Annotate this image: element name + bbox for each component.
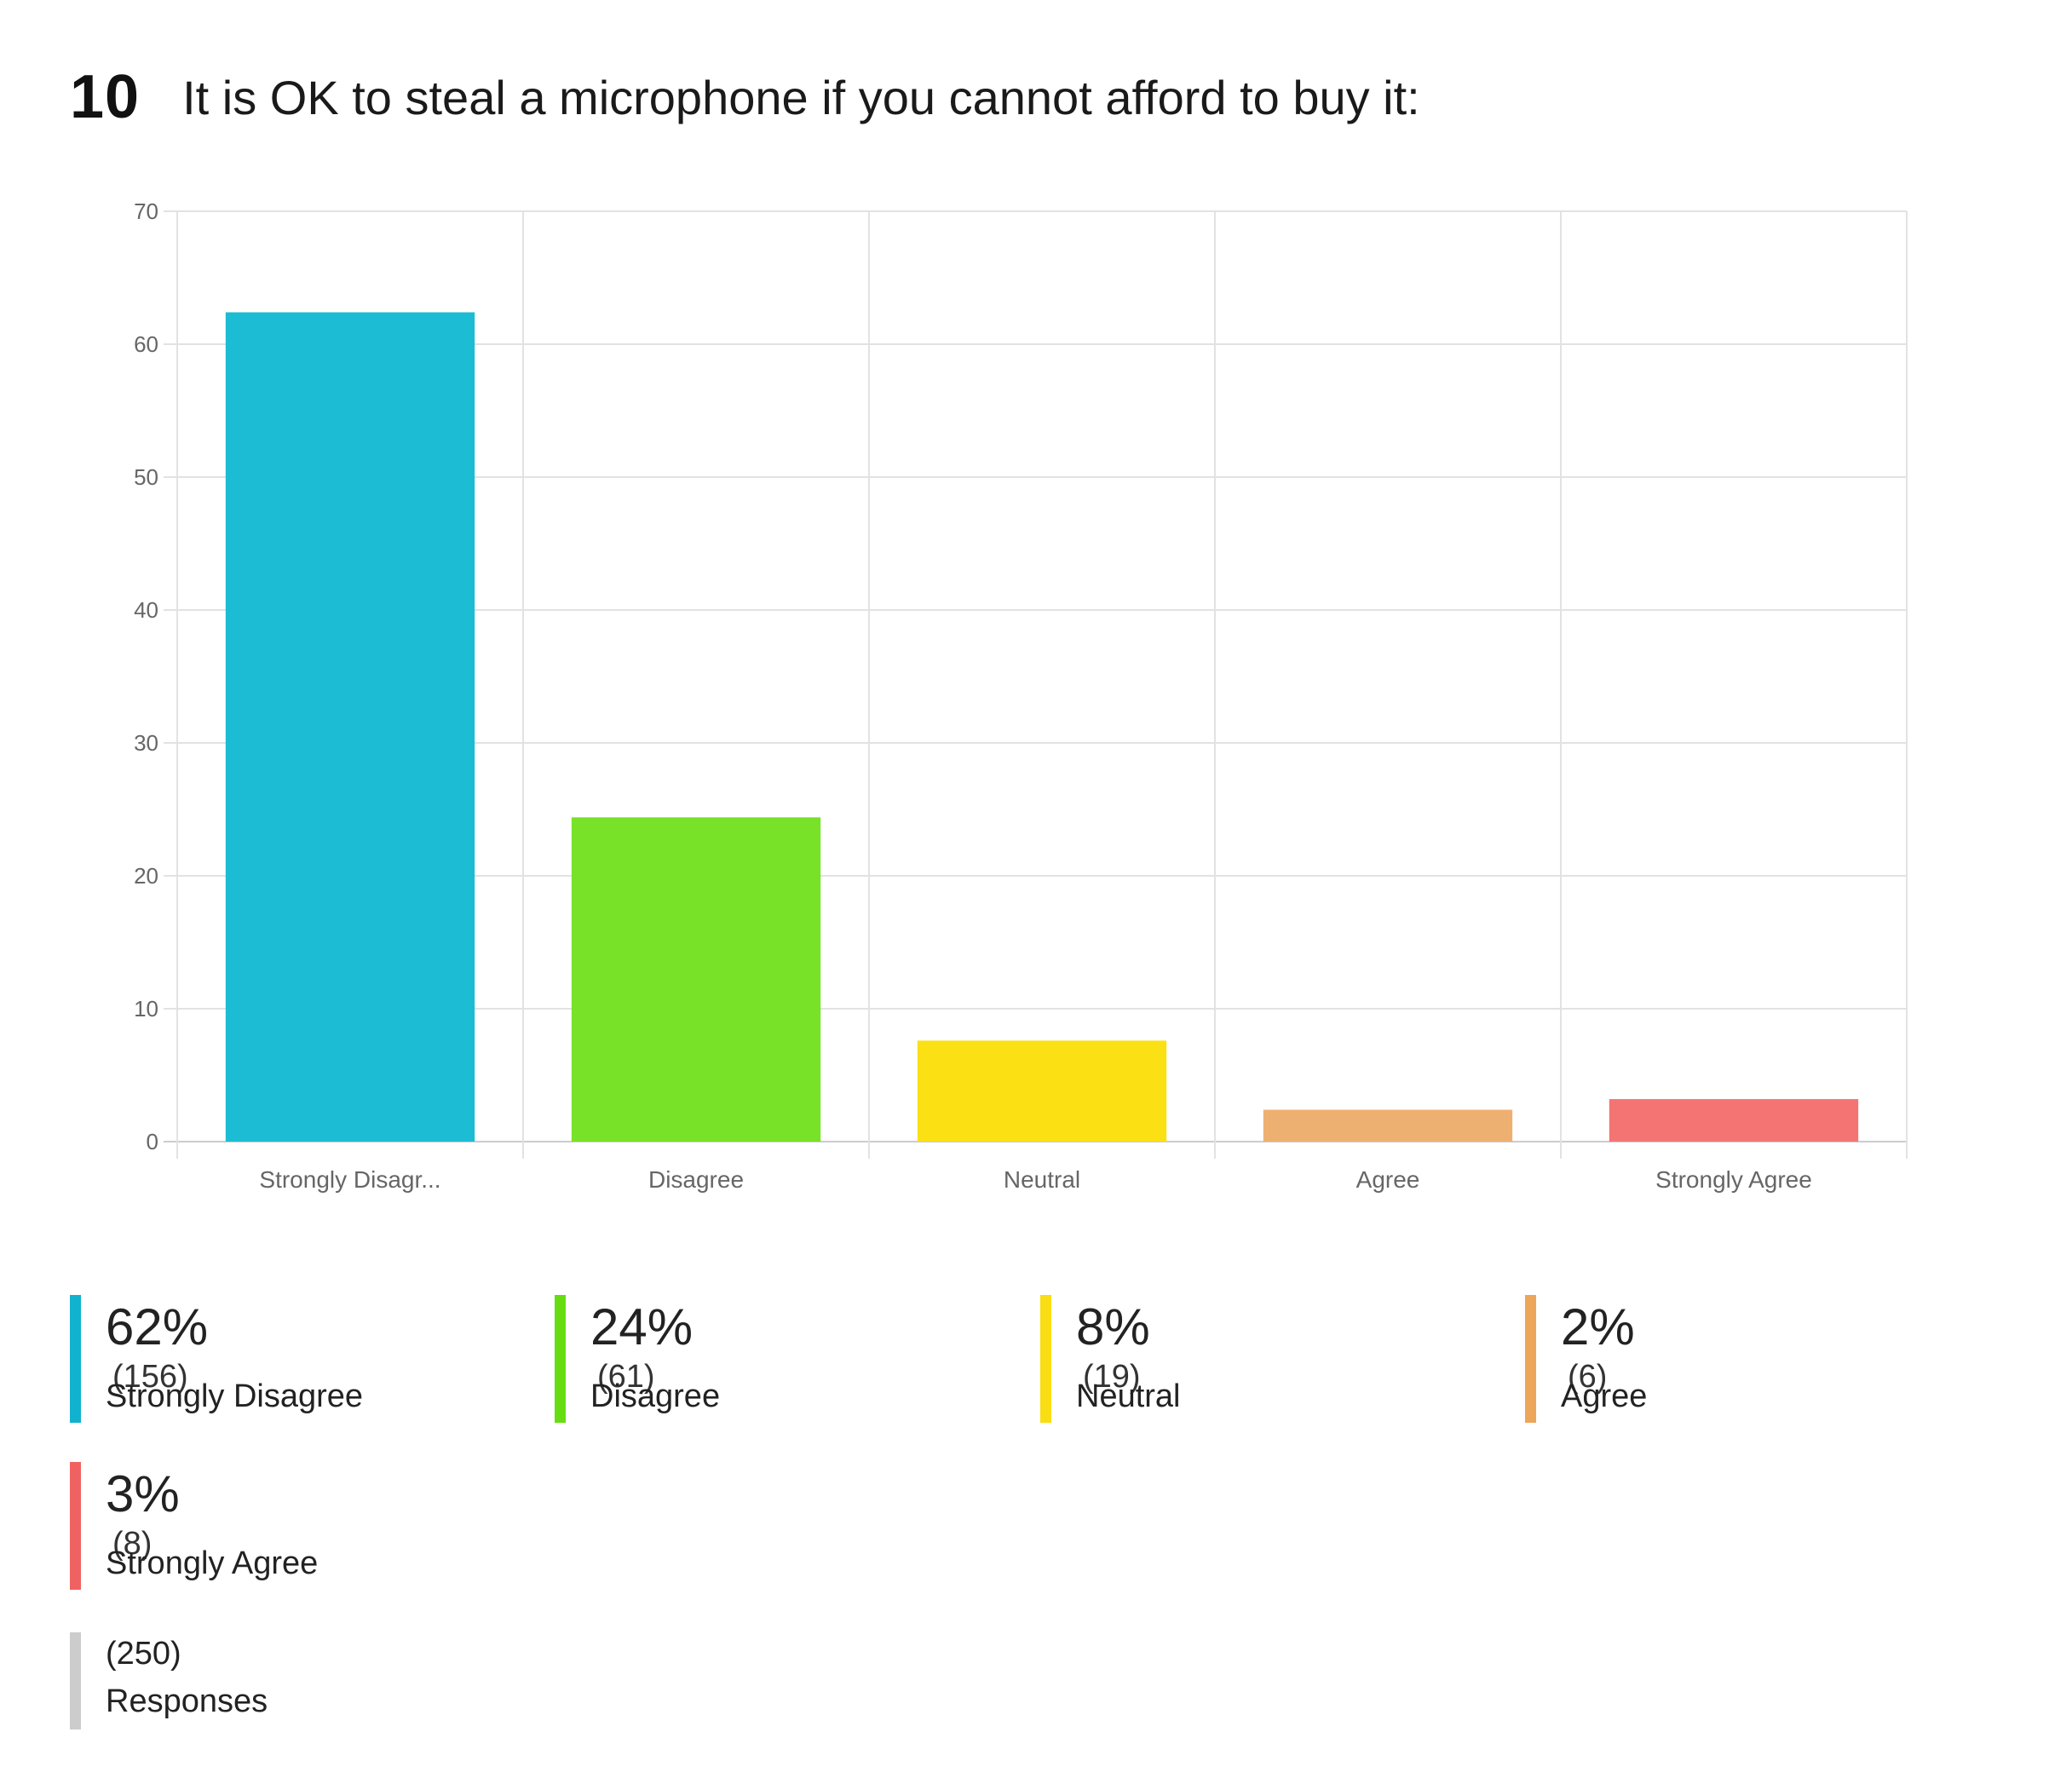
bar: [917, 1040, 1167, 1142]
legend-percent: 2%: [1561, 1298, 1635, 1355]
y-tick-label: 10: [134, 996, 158, 1021]
y-tick-label: 0: [147, 1129, 158, 1154]
legend-color-bar: [1040, 1295, 1051, 1423]
responses-color-bar: [70, 1632, 81, 1729]
bar-chart: 0 10 20 30 40 50 60 70 Strongly Disagr... Disagre…: [134, 199, 1908, 1193]
question-number: 10: [70, 63, 141, 131]
bar: [571, 817, 821, 1142]
legend-percent: 62%: [106, 1298, 209, 1355]
legend-color-bar: [555, 1295, 566, 1423]
y-tick-label: 70: [134, 199, 158, 224]
responses-count: (250): [106, 1636, 181, 1672]
x-category-label: Disagree: [648, 1166, 744, 1193]
legend-count: (6): [1568, 1359, 1608, 1395]
legend-color-bar: [70, 1295, 81, 1423]
x-category-label: Strongly Agree: [1655, 1166, 1812, 1193]
y-tick-label: 60: [134, 331, 158, 357]
x-category-label: Agree: [1356, 1166, 1420, 1193]
question-header: 10 It is OK to steal a microphone if you…: [70, 55, 1420, 140]
legend-label: Strongly Disagree: [106, 1378, 364, 1414]
legend-percent: 24%: [590, 1298, 694, 1355]
question-text: It is OK to steal a microphone if you ca…: [182, 70, 1420, 124]
legend-count: (19): [1083, 1359, 1141, 1395]
responses-label: Responses: [106, 1683, 268, 1719]
legend-count: (8): [112, 1526, 153, 1562]
bar: [1263, 1109, 1513, 1142]
legend-label: Neutral: [1076, 1378, 1181, 1414]
y-tick-label: 30: [134, 730, 158, 756]
bar: [1609, 1099, 1859, 1142]
legend-color-bar: [1525, 1295, 1536, 1423]
legend-label: Agree: [1561, 1378, 1648, 1414]
legend-percent: 3%: [106, 1465, 180, 1522]
legend-label: Disagree: [590, 1378, 721, 1414]
bar: [225, 312, 475, 1142]
legend-color-bar: [70, 1462, 81, 1590]
y-tick-label: 50: [134, 464, 158, 490]
legend-count: (156): [112, 1359, 188, 1395]
y-tick-label: 20: [134, 863, 158, 889]
legend-label: Strongly Agree: [106, 1545, 319, 1581]
x-category-label: Neutral: [1004, 1166, 1080, 1193]
legend-count: (61): [597, 1359, 655, 1395]
y-tick-label: 40: [134, 597, 158, 623]
legend-percent: 8%: [1076, 1298, 1150, 1355]
x-category-label: Strongly Disagr...: [259, 1166, 440, 1193]
